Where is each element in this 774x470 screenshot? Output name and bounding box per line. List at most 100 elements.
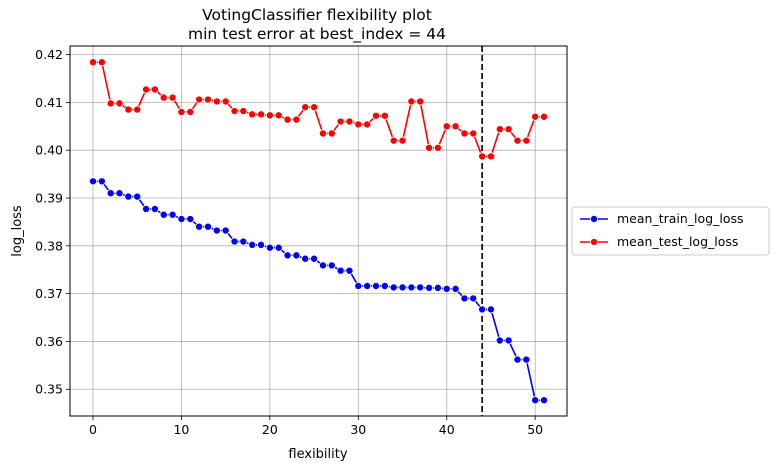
data-point-train bbox=[177, 215, 186, 224]
legend-marker-train bbox=[590, 214, 599, 223]
data-point-train bbox=[363, 281, 372, 290]
legend-label-test: mean_test_log_loss bbox=[617, 234, 738, 249]
data-point-test bbox=[142, 85, 151, 94]
data-point-test bbox=[212, 97, 221, 106]
x-tick-label: 0 bbox=[89, 422, 97, 437]
series-line-test bbox=[92, 61, 545, 158]
data-point-test bbox=[389, 136, 398, 145]
data-point-test bbox=[327, 129, 336, 138]
data-point-train bbox=[398, 283, 407, 292]
data-point-test bbox=[469, 129, 478, 138]
data-point-train bbox=[416, 283, 425, 292]
data-point-test bbox=[106, 99, 115, 108]
data-point-test bbox=[336, 117, 345, 126]
data-point-test bbox=[274, 111, 283, 120]
y-tick-label: 0.39 bbox=[35, 191, 63, 206]
data-point-train bbox=[203, 222, 212, 231]
data-point-train bbox=[345, 266, 354, 275]
data-point-train bbox=[133, 192, 142, 201]
data-point-test bbox=[495, 125, 504, 134]
data-point-train bbox=[504, 336, 513, 345]
y-tick-label: 0.42 bbox=[35, 47, 63, 62]
data-point-test bbox=[283, 115, 292, 124]
legend-label-train: mean_train_log_loss bbox=[617, 211, 744, 226]
data-point-train bbox=[106, 189, 115, 198]
y-tick-label: 0.38 bbox=[35, 238, 63, 253]
data-point-test bbox=[540, 112, 549, 121]
data-point-train bbox=[495, 336, 504, 345]
data-point-train bbox=[265, 243, 274, 252]
data-point-test bbox=[354, 120, 363, 129]
data-point-test bbox=[115, 99, 124, 108]
legend-marker-test bbox=[590, 237, 599, 246]
data-point-test bbox=[292, 115, 301, 124]
data-point-train bbox=[540, 396, 549, 405]
x-tick-label: 50 bbox=[527, 422, 543, 437]
data-point-test bbox=[416, 97, 425, 106]
plot-frame bbox=[69, 45, 568, 417]
data-point-test bbox=[478, 152, 487, 161]
data-point-test bbox=[531, 112, 540, 121]
data-point-test bbox=[425, 143, 434, 152]
data-point-train bbox=[354, 281, 363, 290]
data-point-test bbox=[460, 129, 469, 138]
data-point-test bbox=[124, 105, 133, 114]
data-point-test bbox=[442, 122, 451, 131]
data-point-test bbox=[195, 95, 204, 104]
chart-subtitle: min test error at best_index = 44 bbox=[188, 25, 446, 44]
data-point-test bbox=[318, 129, 327, 138]
y-tick-label: 0.35 bbox=[35, 382, 63, 397]
data-point-train bbox=[195, 222, 204, 231]
data-point-train bbox=[469, 294, 478, 303]
data-point-train bbox=[115, 189, 124, 198]
data-point-train bbox=[150, 205, 159, 214]
data-point-test bbox=[398, 136, 407, 145]
data-point-train bbox=[257, 240, 266, 249]
data-point-train bbox=[239, 237, 248, 246]
x-tick-label: 10 bbox=[173, 422, 189, 437]
data-point-train bbox=[451, 284, 460, 293]
data-point-train bbox=[336, 266, 345, 275]
data-point-train bbox=[186, 215, 195, 224]
data-point-train bbox=[442, 284, 451, 293]
data-point-test bbox=[221, 97, 230, 106]
data-point-test bbox=[433, 143, 442, 152]
data-point-train bbox=[292, 251, 301, 260]
data-point-train bbox=[407, 283, 416, 292]
y-axis-ticks: 0.35 0.36 0.37 0.38 0.39 0.40 0.41 0.42 bbox=[35, 47, 70, 397]
data-point-test bbox=[88, 58, 97, 67]
data-point-train bbox=[371, 281, 380, 290]
legend-box bbox=[571, 206, 770, 256]
data-point-test bbox=[159, 93, 168, 102]
y-axis-label: log_loss bbox=[10, 205, 25, 257]
data-point-train bbox=[142, 205, 151, 214]
data-point-test bbox=[522, 136, 531, 145]
data-point-test bbox=[97, 58, 106, 67]
data-point-test bbox=[186, 107, 195, 116]
data-point-train bbox=[97, 177, 106, 186]
data-point-train bbox=[230, 237, 239, 246]
data-point-train bbox=[168, 210, 177, 219]
data-point-train bbox=[327, 261, 336, 270]
data-point-test bbox=[133, 105, 142, 114]
data-point-test bbox=[230, 107, 239, 116]
grid bbox=[70, 46, 567, 416]
data-point-train bbox=[486, 305, 495, 314]
data-point-test bbox=[407, 97, 416, 106]
data-point-test bbox=[310, 103, 319, 112]
data-point-train bbox=[301, 254, 310, 263]
data-point-test bbox=[451, 122, 460, 131]
data-point-train bbox=[283, 251, 292, 260]
series-line-train bbox=[92, 180, 545, 402]
data-point-train bbox=[310, 254, 319, 263]
data-point-train bbox=[460, 294, 469, 303]
data-point-test bbox=[203, 95, 212, 104]
data-point-test bbox=[486, 152, 495, 161]
y-tick-label: 0.41 bbox=[35, 95, 63, 110]
legend: mean_train_log_loss mean_test_log_loss bbox=[571, 206, 770, 256]
data-point-test bbox=[345, 117, 354, 126]
data-point-test bbox=[257, 110, 266, 119]
data-point-test bbox=[265, 111, 274, 120]
data-point-test bbox=[301, 103, 310, 112]
data-point-train bbox=[318, 261, 327, 270]
